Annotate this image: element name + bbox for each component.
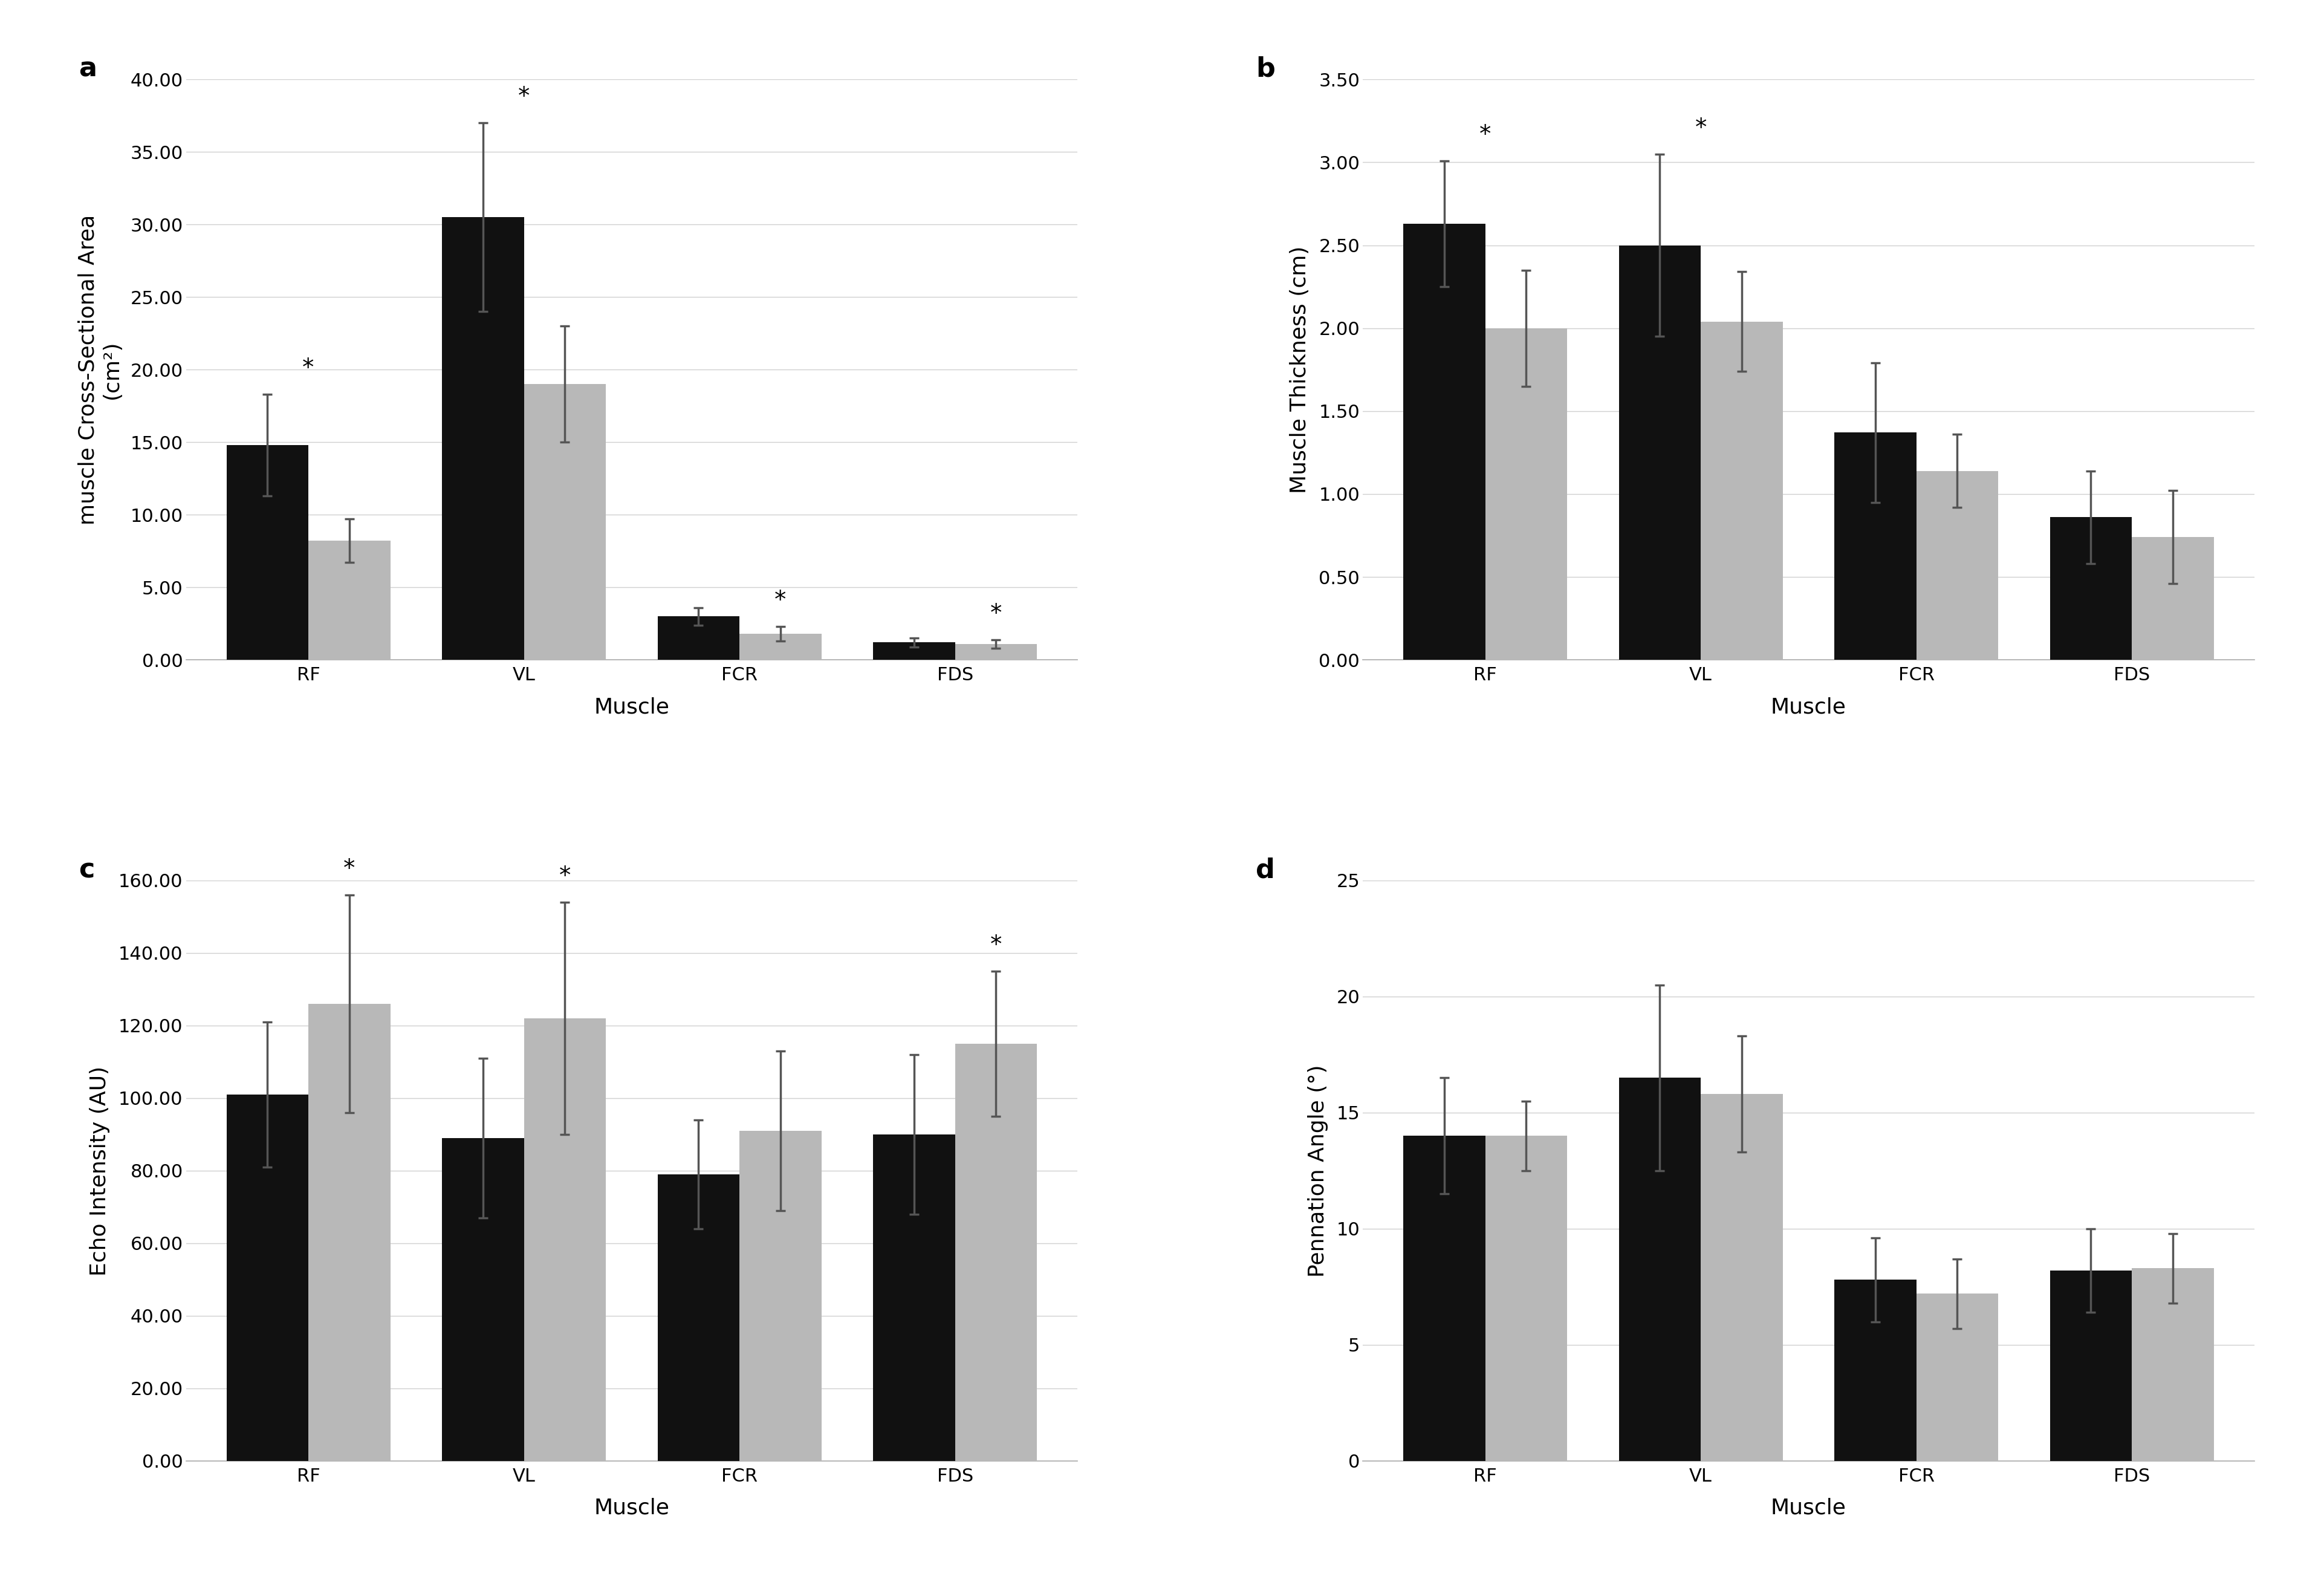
Text: b: b (1255, 56, 1276, 83)
X-axis label: Muscle: Muscle (1771, 697, 1845, 718)
Y-axis label: Pennation Angle (°): Pennation Angle (°) (1308, 1064, 1327, 1277)
Bar (442, 218, 523, 661)
Bar (739, 634, 820, 661)
Bar (658, 1175, 739, 1461)
Bar (2050, 1270, 2131, 1461)
Y-axis label: Muscle Thickness (cm): Muscle Thickness (cm) (1290, 246, 1311, 494)
Bar (955, 1043, 1037, 1461)
Bar (309, 542, 390, 661)
Bar (2131, 1269, 2215, 1461)
Y-axis label: muscle Cross-Sectional Area
(cm²): muscle Cross-Sectional Area (cm²) (77, 214, 121, 524)
Bar (955, 643, 1037, 661)
Text: *: * (990, 934, 1002, 956)
Text: *: * (518, 86, 530, 108)
X-axis label: Muscle: Muscle (595, 1497, 669, 1518)
Bar (874, 643, 955, 661)
Bar (874, 1134, 955, 1461)
Bar (1620, 245, 1701, 661)
Bar (1404, 1135, 1485, 1461)
Bar (1485, 329, 1566, 661)
Text: *: * (560, 865, 572, 888)
Text: *: * (774, 589, 786, 611)
Bar (1917, 1294, 1999, 1461)
Bar (442, 1139, 523, 1461)
Bar (2131, 537, 2215, 661)
Bar (523, 384, 607, 661)
Text: a: a (79, 56, 98, 83)
Text: d: d (1255, 858, 1276, 883)
Text: *: * (344, 858, 356, 880)
Bar (1485, 1135, 1566, 1461)
Bar (1404, 224, 1485, 661)
Bar (1917, 470, 1999, 661)
Bar (523, 1018, 607, 1461)
Text: *: * (990, 602, 1002, 626)
Text: c: c (79, 858, 95, 883)
Bar (1701, 1094, 1783, 1461)
Bar (225, 1094, 309, 1461)
Bar (309, 1004, 390, 1461)
Bar (1701, 321, 1783, 661)
Text: *: * (1480, 124, 1492, 146)
Bar (1620, 1078, 1701, 1461)
Bar (658, 616, 739, 661)
Y-axis label: Echo Intensity (AU): Echo Intensity (AU) (91, 1066, 109, 1275)
Bar (2050, 518, 2131, 661)
X-axis label: Muscle: Muscle (595, 697, 669, 718)
Bar (1834, 1280, 1917, 1461)
Bar (225, 445, 309, 661)
Text: *: * (1694, 116, 1706, 140)
X-axis label: Muscle: Muscle (1771, 1497, 1845, 1518)
Bar (739, 1131, 820, 1461)
Text: *: * (302, 357, 314, 380)
Bar (1834, 432, 1917, 661)
